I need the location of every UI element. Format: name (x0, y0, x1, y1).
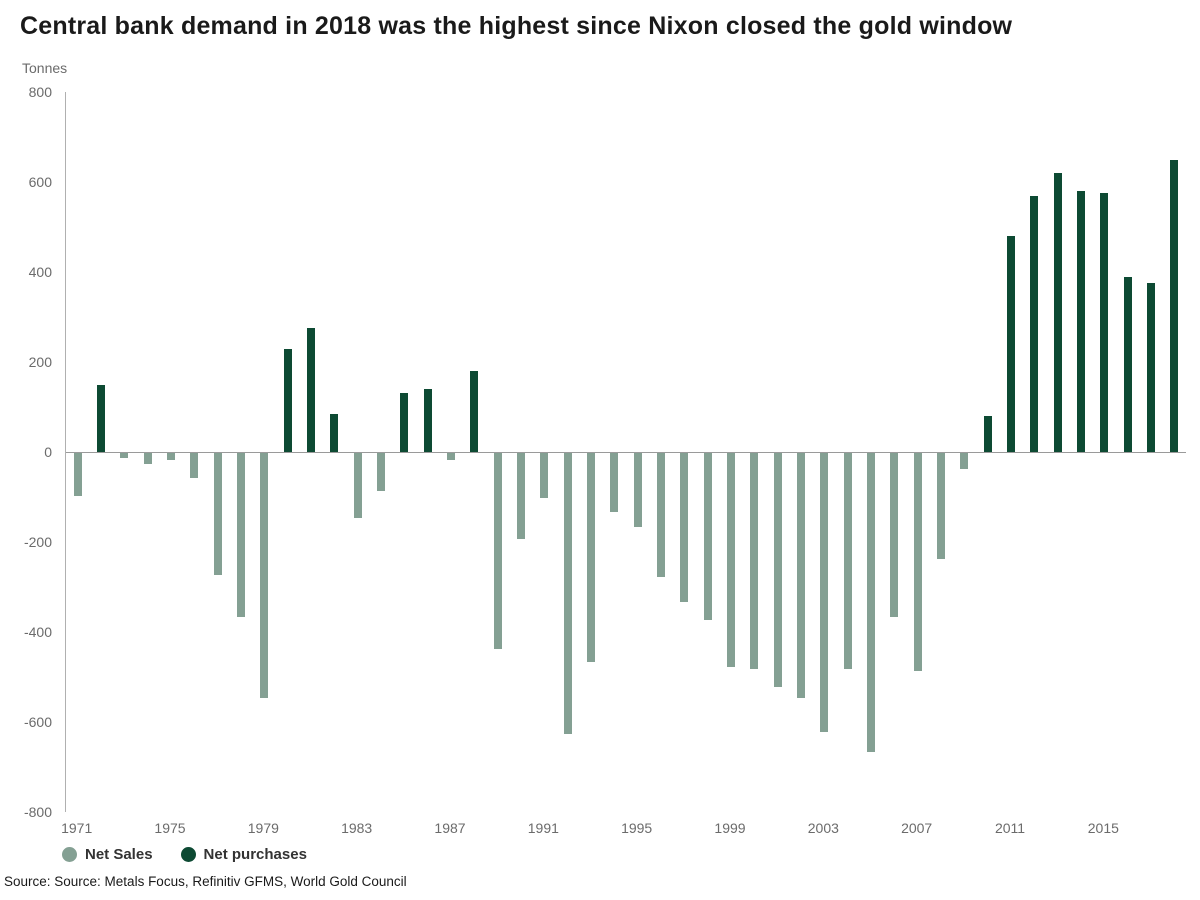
bar-1985 (400, 392, 409, 452)
y-axis: 800 600 400 200 0 -200 -400 -600 -800 (0, 84, 58, 820)
legend-item-net-sales: Net Sales (62, 846, 153, 863)
bar-1991 (540, 453, 549, 498)
legend-item-net-purchases: Net purchases (180, 846, 307, 863)
bar-2014 (1077, 191, 1085, 452)
x-tick-label-2003: 2003 (807, 820, 839, 836)
bar-1987 (447, 453, 455, 460)
bar-1974 (143, 453, 152, 465)
x-tick-label-1987: 1987 (434, 820, 466, 836)
x-tick-label-1979: 1979 (247, 820, 279, 836)
zero-baseline (66, 452, 1186, 453)
bar-2008 (937, 453, 945, 559)
bar-2004 (843, 453, 852, 669)
legend-label-net-sales: Net Sales (85, 846, 153, 863)
y-tick-label-600: 600 (28, 174, 52, 190)
bar-2003 (820, 453, 829, 732)
x-tick-label-2007: 2007 (901, 820, 933, 836)
bar-2015 (1100, 193, 1109, 452)
y-tick-label--800: -800 (23, 804, 52, 820)
bar-1977 (213, 453, 222, 575)
bar-1971 (73, 453, 82, 496)
x-tick-label-1971: 1971 (61, 820, 93, 836)
bar-2017 (1147, 283, 1155, 452)
bar-1972 (97, 384, 105, 452)
y-axis-unit-label: Tonnes (22, 60, 68, 76)
y-tick-label-200: 200 (28, 354, 52, 370)
bar-2002 (797, 453, 805, 699)
bar-1992 (563, 453, 572, 735)
plot-area (65, 92, 1186, 812)
bar-1973 (120, 453, 129, 458)
y-tick-label--200: -200 (23, 534, 52, 550)
bar-2005 (867, 453, 875, 753)
x-tick-label-1991: 1991 (527, 820, 559, 836)
bar-1989 (493, 453, 502, 649)
x-tick-label-2015: 2015 (1087, 820, 1119, 836)
legend: Net Sales Net purchases (62, 846, 307, 863)
bar-1997 (680, 453, 689, 602)
bar-1975 (167, 453, 175, 460)
source-text: Source: Source: Metals Focus, Refinitiv … (4, 874, 407, 889)
bar-2016 (1123, 276, 1132, 452)
x-tick-label-1995: 1995 (621, 820, 653, 836)
x-tick-label-1983: 1983 (341, 820, 373, 836)
bar-1988 (470, 371, 479, 452)
bar-2013 (1053, 173, 1062, 452)
bar-2009 (960, 453, 969, 469)
y-tick-label--600: -600 (23, 714, 52, 730)
bar-1982 (330, 413, 339, 452)
net-sales-swatch-icon (62, 847, 77, 862)
bar-1999 (727, 453, 735, 667)
y-tick-label-800: 800 (28, 84, 52, 100)
bar-1976 (190, 453, 199, 478)
bar-2006 (890, 453, 899, 618)
bar-2010 (983, 416, 992, 452)
x-tick-label-1999: 1999 (714, 820, 746, 836)
bar-2007 (913, 453, 922, 672)
x-tick-label-2011: 2011 (994, 820, 1026, 836)
bar-2018 (1170, 159, 1179, 452)
bar-1990 (517, 453, 525, 539)
bar-2000 (750, 453, 759, 669)
bar-1984 (377, 453, 385, 492)
chart-title: Central bank demand in 2018 was the high… (20, 12, 1013, 40)
bar-1983 (353, 453, 362, 519)
bar-1995 (633, 453, 642, 528)
bar-1978 (237, 453, 245, 618)
bar-2011 (1007, 236, 1015, 452)
bar-1993 (587, 453, 595, 663)
bar-1980 (283, 348, 292, 452)
y-tick-label-400: 400 (28, 264, 52, 280)
bar-1986 (423, 389, 432, 452)
legend-label-net-purchases: Net purchases (203, 846, 307, 863)
bar-1979 (260, 453, 269, 699)
bar-1996 (657, 453, 665, 577)
bar-1998 (703, 453, 712, 620)
x-axis: 1971 1975 1979 1983 1987 1991 1995 1999 2003 2007… (61, 820, 1185, 840)
bar-1981 (307, 328, 315, 452)
x-tick-label-1975: 1975 (154, 820, 186, 836)
bar-2001 (773, 453, 782, 687)
y-tick-label-0: 0 (44, 444, 52, 460)
net-purchases-swatch-icon (180, 847, 196, 862)
bar-1994 (610, 453, 619, 512)
y-tick-label--400: -400 (23, 624, 52, 640)
bar-2012 (1030, 195, 1039, 452)
